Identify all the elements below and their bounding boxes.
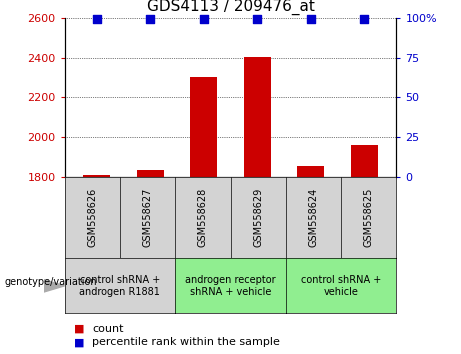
Text: GSM558627: GSM558627 xyxy=(142,188,153,247)
Text: GSM558629: GSM558629 xyxy=(253,188,263,247)
Text: genotype/variation: genotype/variation xyxy=(5,277,97,287)
Text: GSM558625: GSM558625 xyxy=(364,188,374,247)
Bar xyxy=(137,170,164,177)
Text: GSM558628: GSM558628 xyxy=(198,188,208,247)
Title: GDS4113 / 209476_at: GDS4113 / 209476_at xyxy=(147,0,314,15)
Text: percentile rank within the sample: percentile rank within the sample xyxy=(92,337,280,347)
Text: ■: ■ xyxy=(74,337,84,347)
Point xyxy=(200,16,207,22)
Text: androgen receptor
shRNA + vehicle: androgen receptor shRNA + vehicle xyxy=(185,275,276,297)
Bar xyxy=(190,78,217,177)
Text: ■: ■ xyxy=(74,324,84,333)
Polygon shape xyxy=(44,280,65,292)
Bar xyxy=(83,175,110,177)
Point xyxy=(93,16,100,22)
Bar xyxy=(351,145,378,177)
Point xyxy=(307,16,314,22)
Point xyxy=(147,16,154,22)
Text: control shRNA +
vehicle: control shRNA + vehicle xyxy=(301,275,381,297)
Text: GSM558624: GSM558624 xyxy=(308,188,319,247)
Text: GSM558626: GSM558626 xyxy=(87,188,97,247)
Bar xyxy=(297,166,324,177)
Text: control shRNA +
androgen R1881: control shRNA + androgen R1881 xyxy=(79,275,160,297)
Point xyxy=(254,16,261,22)
Bar xyxy=(244,57,271,177)
Text: count: count xyxy=(92,324,124,333)
Point xyxy=(361,16,368,22)
